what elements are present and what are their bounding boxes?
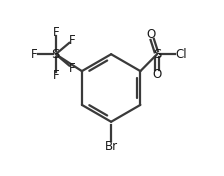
Text: O: O: [152, 68, 162, 81]
Text: Cl: Cl: [175, 48, 187, 61]
Text: F: F: [52, 69, 59, 82]
Text: F: F: [52, 26, 59, 39]
Text: S: S: [153, 48, 161, 61]
Text: S: S: [52, 48, 60, 61]
Text: F: F: [69, 62, 76, 75]
Text: F: F: [31, 48, 37, 61]
Text: Br: Br: [105, 140, 118, 153]
Text: F: F: [69, 34, 76, 47]
Text: O: O: [147, 28, 156, 41]
